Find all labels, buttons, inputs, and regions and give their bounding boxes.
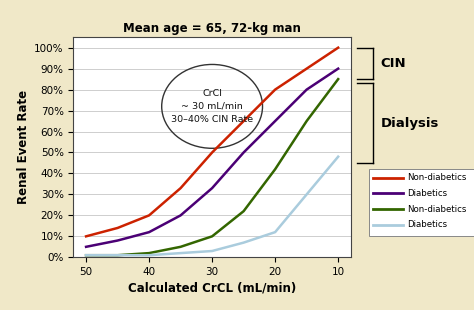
Y-axis label: Renal Event Rate: Renal Event Rate	[17, 90, 30, 204]
Text: Non-diabetics: Non-diabetics	[408, 173, 467, 182]
Text: CIN: CIN	[380, 57, 406, 70]
FancyBboxPatch shape	[369, 169, 474, 236]
Text: Diabetics: Diabetics	[408, 189, 447, 198]
Text: Diabetics: Diabetics	[408, 220, 447, 229]
Text: CrCl
~ 30 mL/min
30–40% CIN Rate: CrCl ~ 30 mL/min 30–40% CIN Rate	[171, 89, 253, 124]
Text: Dialysis: Dialysis	[380, 117, 439, 130]
Title: Mean age = 65, 72-kg man: Mean age = 65, 72-kg man	[123, 22, 301, 35]
Text: Non-diabetics: Non-diabetics	[408, 205, 467, 214]
X-axis label: Calculated CrCL (mL/min): Calculated CrCL (mL/min)	[128, 281, 296, 294]
